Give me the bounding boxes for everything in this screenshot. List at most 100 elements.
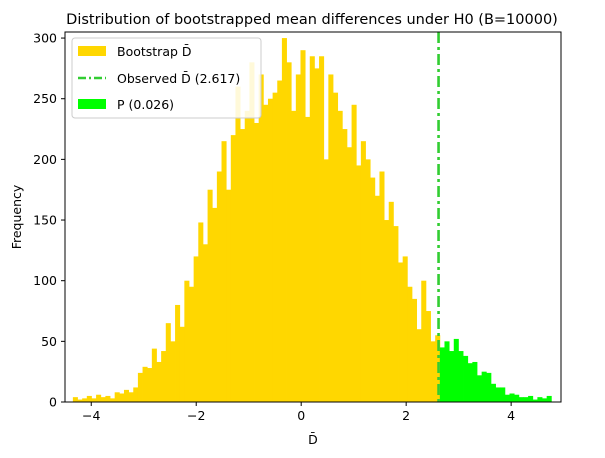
histogram-bar xyxy=(230,135,236,403)
histogram-bar xyxy=(374,195,380,402)
histogram-bar xyxy=(332,92,339,403)
histogram-bar xyxy=(128,392,134,402)
histogram-bar xyxy=(444,341,450,402)
histogram-bar xyxy=(72,397,78,402)
histogram-bar xyxy=(244,110,250,402)
histogram-bar xyxy=(481,371,487,402)
histogram-bar xyxy=(189,286,195,402)
y-axis-ticks: 0 50 100 150 200 250 300 xyxy=(33,31,65,410)
chart-title: Distribution of bootstrapped mean differ… xyxy=(66,12,558,28)
histogram-bar xyxy=(305,116,311,402)
histogram-bar xyxy=(323,159,329,402)
plot-frame xyxy=(64,31,562,403)
histogram-bar xyxy=(472,361,478,402)
y-tick-label: 200 xyxy=(33,152,57,167)
x-tick-label: −4 xyxy=(82,408,100,423)
histogram-bar xyxy=(384,220,390,402)
histogram-bar xyxy=(82,398,88,402)
y-tick-label: 300 xyxy=(33,31,57,46)
histogram-bar xyxy=(119,393,125,402)
x-axis-ticks: −4 −2 0 2 4 xyxy=(82,402,515,423)
histogram-bar xyxy=(291,110,297,402)
histogram-bar xyxy=(314,68,320,403)
histogram-bar xyxy=(528,395,534,402)
histogram-bar xyxy=(165,323,171,402)
histogram-bar xyxy=(328,74,334,402)
x-tick-label: 4 xyxy=(507,408,515,423)
histogram-bar xyxy=(147,368,153,402)
histogram-bar xyxy=(77,399,83,402)
histogram-bar xyxy=(198,222,204,402)
histogram-bar xyxy=(346,147,352,402)
histogram-bar xyxy=(100,397,106,402)
histogram-bar xyxy=(398,262,404,402)
legend-label-bootstrap: Bootstrap D̄ xyxy=(117,44,192,59)
legend-label-observed: Observed D̄ (2.617) xyxy=(117,71,240,86)
histogram-bar xyxy=(300,50,306,403)
histogram-bar xyxy=(542,398,548,402)
histogram-bar xyxy=(463,355,469,402)
histogram-bar xyxy=(105,395,111,402)
histogram-bars xyxy=(72,38,552,403)
histogram-bar xyxy=(240,129,246,402)
histogram-bar xyxy=(490,383,496,402)
histogram-bar xyxy=(86,395,92,402)
legend-swatch-pvalue xyxy=(78,99,106,109)
legend-box xyxy=(71,37,262,119)
histogram-bar xyxy=(254,122,260,402)
histogram-bar xyxy=(504,394,510,402)
histogram-bar xyxy=(123,389,130,402)
x-axis-label: D̄ xyxy=(308,432,318,447)
histogram-bar xyxy=(235,86,241,403)
histogram-bar xyxy=(514,394,520,402)
histogram-bar xyxy=(537,397,543,402)
y-tick-label: 0 xyxy=(49,395,57,410)
histogram-bar xyxy=(277,80,283,402)
histogram-bar xyxy=(133,387,139,402)
x-tick-label: 0 xyxy=(297,408,305,423)
histogram-bar xyxy=(476,375,483,402)
histogram-bar xyxy=(91,398,97,402)
histogram-bar xyxy=(388,201,394,402)
histogram-bar xyxy=(202,244,208,402)
y-tick-label: 250 xyxy=(33,91,57,106)
histogram-bar xyxy=(114,392,120,402)
histogram-bar xyxy=(351,104,357,402)
histogram-bar xyxy=(281,38,287,402)
x-tick-label: 2 xyxy=(402,408,410,423)
histogram-bar xyxy=(342,129,348,402)
histogram-bar xyxy=(193,256,199,402)
histogram-bar xyxy=(161,351,167,402)
histogram-bar xyxy=(184,280,190,402)
histogram-bar xyxy=(249,62,255,402)
histogram-bar xyxy=(263,104,269,402)
histogram-bar xyxy=(179,326,185,402)
histogram-bar xyxy=(142,366,148,402)
histogram-bar xyxy=(379,171,385,402)
histogram-bar xyxy=(356,165,362,402)
histogram-bar xyxy=(212,207,218,402)
legend-label-pvalue: P (0.026) xyxy=(117,97,174,112)
histogram-bar xyxy=(421,280,427,402)
legend: Bootstrap D̄ Observed D̄ (2.617) P (0.02… xyxy=(71,37,262,119)
histogram-bar xyxy=(221,141,227,402)
histogram-bar xyxy=(486,372,492,402)
histogram-bar xyxy=(258,74,264,402)
y-tick-label: 50 xyxy=(41,334,57,349)
histogram-bar xyxy=(96,394,102,402)
histogram-bar xyxy=(207,189,213,402)
histogram-bar xyxy=(337,110,343,402)
histogram-bar xyxy=(518,397,524,402)
x-tick-label: −2 xyxy=(187,408,205,423)
histogram-bar xyxy=(407,286,413,402)
histogram-bar xyxy=(267,98,274,402)
histogram-bar xyxy=(319,56,325,402)
histogram-bar xyxy=(370,177,376,402)
histogram-bar xyxy=(453,338,459,402)
histogram-bar xyxy=(495,387,501,402)
histogram-bar xyxy=(156,361,162,402)
y-tick-label: 150 xyxy=(33,213,57,228)
histogram-bar xyxy=(393,226,399,402)
histogram-bar xyxy=(151,348,157,402)
